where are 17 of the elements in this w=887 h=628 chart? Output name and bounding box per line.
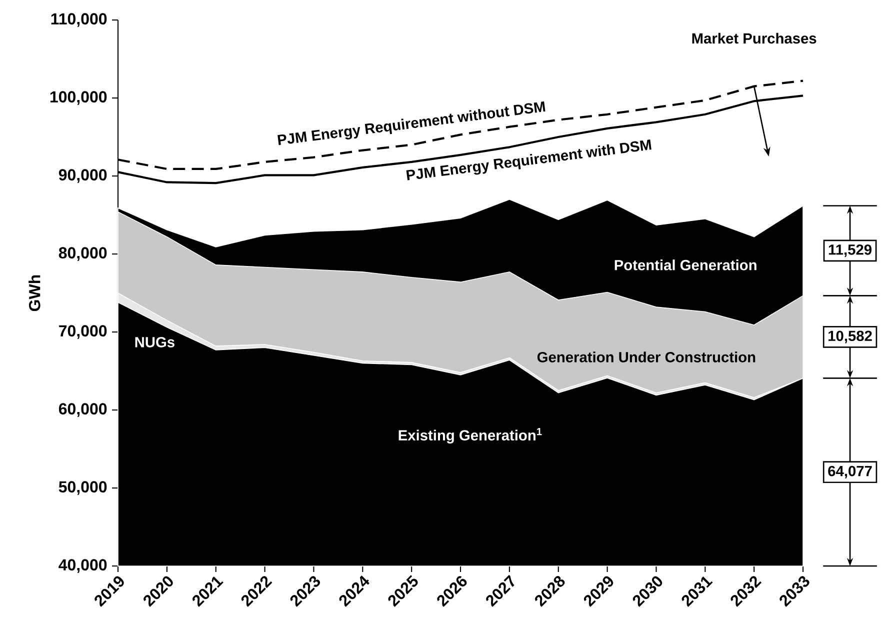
- y-tick-label: 40,000: [58, 559, 107, 573]
- text: 10,582: [828, 330, 872, 344]
- y-tick-label: 70,000: [59, 325, 107, 339]
- text: 64,077: [828, 466, 872, 478]
- series-label: NUGs: [135, 336, 174, 348]
- y-tick-label: 100,000: [50, 91, 107, 105]
- series-label: Generation Under Construction: [537, 352, 756, 362]
- y-tick-label: 60,000: [58, 403, 107, 417]
- y-tick-label: 110,000: [51, 13, 107, 27]
- annotation: Market Purchases: [692, 32, 816, 44]
- y-tick-label: 90,000: [58, 169, 107, 183]
- text: 11,529: [828, 244, 872, 257]
- series-label: Potential Generation: [614, 260, 756, 270]
- y-tick-label: 80,000: [58, 247, 107, 261]
- y-axis-title: GWh: [28, 275, 40, 312]
- series-label: Existing Generation$^{1}$: [398, 428, 542, 444]
- y-tick-label: 50,000: [58, 481, 107, 495]
